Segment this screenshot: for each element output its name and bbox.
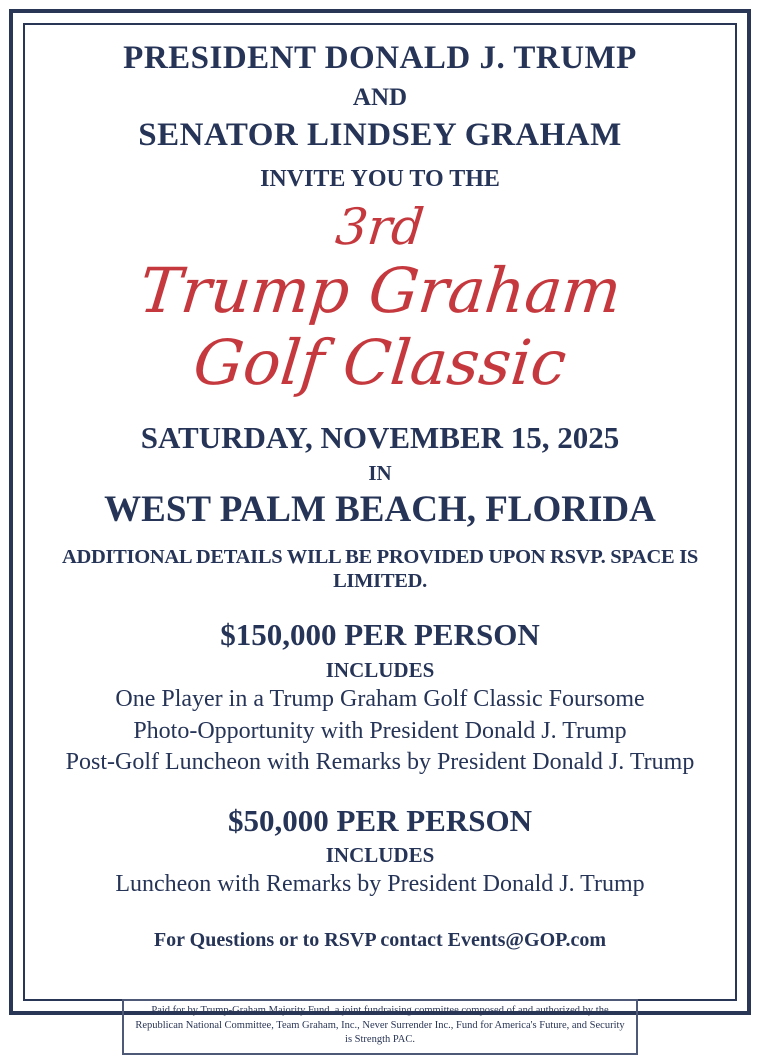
tier1-item-3: Post-Golf Luncheon with Remarks by Presi… [65,749,695,776]
host-name-graham: SENATOR LINDSEY GRAHAM [138,116,622,153]
tier2-item-1: Luncheon with Remarks by President Donal… [115,871,645,898]
event-location: WEST PALM BEACH, FLORIDA [104,489,656,531]
event-date: SATURDAY, NOVEMBER 15, 2025 [140,419,620,455]
invitation-flyer: { "header": { "host1": "PRESIDENT DONALD… [9,9,751,1055]
tier2-includes-label: INCLUDES [325,843,435,868]
conjunction-and: AND [352,83,408,111]
in-word: IN [368,461,392,486]
event-title-type: Golf Classic [190,325,570,399]
paid-for-disclaimer: Paid for by Trump-Graham Majority Fund, … [122,999,638,1055]
tier1-item-1: One Player in a Trump Graham Golf Classi… [115,685,645,712]
rsvp-note: ADDITIONAL DETAILS WILL BE PROVIDED UPON… [61,546,699,592]
tier1-includes-label: INCLUDES [325,657,435,682]
tier1-price: $150,000 PER PERSON [220,617,540,653]
tier2-price: $50,000 PER PERSON [228,802,532,838]
event-title-name: Trump Graham [135,253,625,327]
invitation-content: PRESIDENT DONALD J. TRUMP AND SENATOR LI… [25,25,735,1055]
event-title-ordinal: 3rd [333,197,427,256]
host-name-trump: PRESIDENT DONALD J. TRUMP [123,40,637,76]
rsvp-contact: For Questions or to RSVP contact Events@… [153,929,607,952]
tier1-item-2: Photo-Opportunity with President Donald … [133,717,627,744]
invite-text: INVITE YOU TO THE [260,165,500,192]
